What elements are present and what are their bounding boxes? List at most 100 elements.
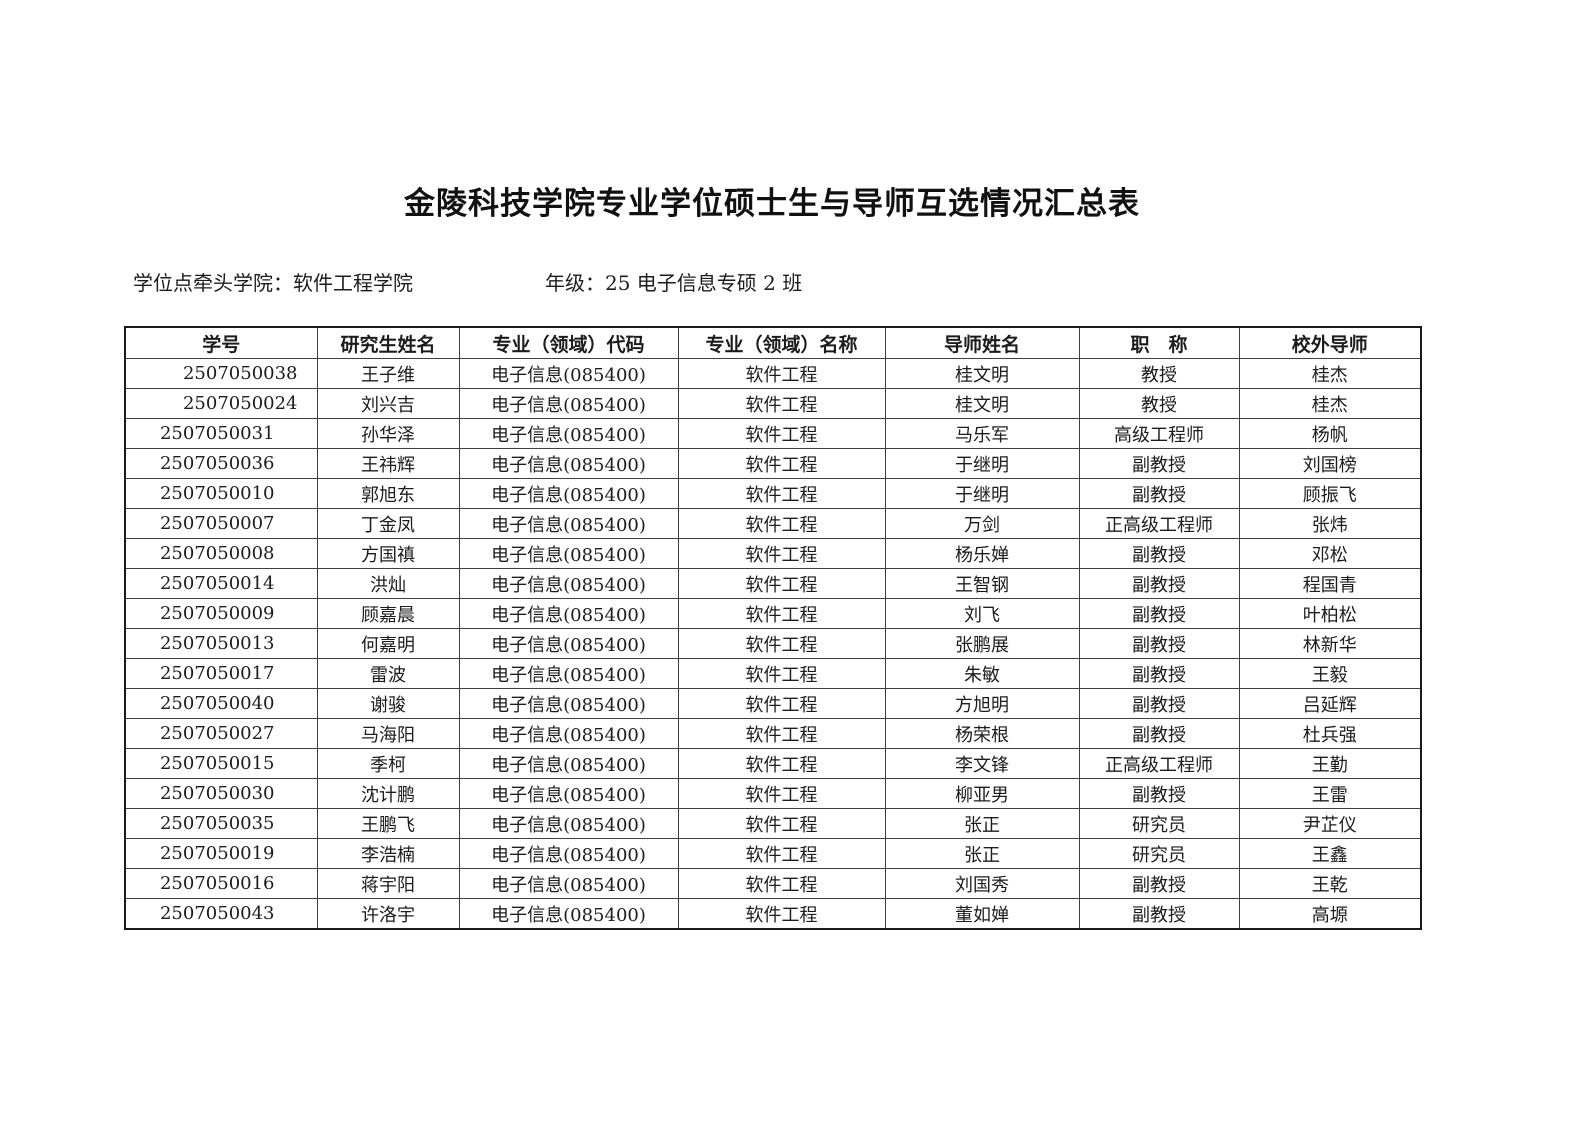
- student-name-cell: 刘兴吉: [316, 388, 460, 419]
- major-code-cell: 电子信息(085400): [458, 568, 679, 599]
- supervisor-title-cell: 高级工程师: [1078, 418, 1240, 449]
- supervisor-title-cell: 副教授: [1078, 538, 1240, 569]
- major-code-cell: 电子信息(085400): [458, 388, 679, 419]
- external-supervisor-cell: 邓松: [1238, 538, 1422, 569]
- lead-college-field: 学位点牵头学院：软件工程学院: [133, 271, 413, 295]
- external-supervisor-cell: 桂杰: [1238, 388, 1422, 419]
- external-supervisor-cell: 吕延辉: [1238, 688, 1422, 719]
- supervisor-title-cell: 副教授: [1078, 658, 1240, 689]
- major-name-cell: 软件工程: [677, 508, 886, 539]
- external-supervisor-cell: 刘国榜: [1238, 448, 1422, 479]
- supervisor-name-cell: 柳亚男: [884, 778, 1080, 809]
- table-row: 2507050038 王子维 电子信息(085400) 软件工程 桂文明 教授 桂杰: [124, 358, 1422, 389]
- major-code-cell: 电子信息(085400): [458, 478, 679, 509]
- table-row: 2507050019 李浩楠 电子信息(085400) 软件工程 张正 研究员 王鑫: [124, 838, 1422, 869]
- student-id-cell: 2507050013: [124, 628, 318, 659]
- column-header-supervisor-name: 导师姓名: [884, 326, 1080, 359]
- student-name-cell: 何嘉明: [316, 628, 460, 659]
- major-code-cell: 电子信息(085400): [458, 448, 679, 479]
- major-code-cell: 电子信息(085400): [458, 778, 679, 809]
- student-id-cell: 2507050036: [124, 448, 318, 479]
- major-name-cell: 软件工程: [677, 778, 886, 809]
- student-name-cell: 沈计鹏: [316, 778, 460, 809]
- student-name-cell: 王鹏飞: [316, 808, 460, 839]
- table-row: 2507050016 蒋宇阳 电子信息(085400) 软件工程 刘国秀 副教授 王乾: [124, 868, 1422, 899]
- student-name-cell: 许洛宇: [316, 898, 460, 930]
- student-id-cell: 2507050016: [124, 868, 318, 899]
- page-title: 金陵科技学院专业学位硕士生与导师互选情况汇总表: [404, 186, 1140, 222]
- table-row: 2507050009 顾嘉晨 电子信息(085400) 软件工程 刘飞 副教授 叶柏松: [124, 598, 1422, 629]
- supervisor-name-cell: 刘飞: [884, 598, 1080, 629]
- external-supervisor-cell: 程国青: [1238, 568, 1422, 599]
- student-id-cell: 2507050014: [124, 568, 318, 599]
- major-name-cell: 软件工程: [677, 688, 886, 719]
- roster-table-header: 学号 研究生姓名 专业（领域）代码 专业（领域）名称 导师姓名职 称校外导师: [124, 326, 1422, 359]
- student-name-cell: 洪灿: [316, 568, 460, 599]
- supervisor-name-cell: 王智钢: [884, 568, 1080, 599]
- student-name-cell: 谢骏: [316, 688, 460, 719]
- major-name-cell: 软件工程: [677, 658, 886, 689]
- major-name-cell: 软件工程: [677, 898, 886, 930]
- major-name-cell: 软件工程: [677, 628, 886, 659]
- major-code-cell: 电子信息(085400): [458, 538, 679, 569]
- supervisor-name-cell: 方旭明: [884, 688, 1080, 719]
- external-supervisor-cell: 王雷: [1238, 778, 1422, 809]
- student-id-cell: 2507050010: [124, 478, 318, 509]
- meta-line: 学位点牵头学院：软件工程学院 年级：25 电子信息专硕 2 班: [124, 267, 1420, 295]
- supervisor-name-cell: 张鹏展: [884, 628, 1080, 659]
- supervisor-name-cell: 万剑: [884, 508, 1080, 539]
- supervisor-title-cell: 副教授: [1078, 688, 1240, 719]
- external-supervisor-cell: 王鑫: [1238, 838, 1422, 869]
- external-supervisor-cell: 王勤: [1238, 748, 1422, 779]
- header-row: 学号 研究生姓名 专业（领域）代码 专业（领域）名称 导师姓名职 称校外导师: [124, 326, 1422, 359]
- major-name-cell: 软件工程: [677, 598, 886, 629]
- supervisor-name-cell: 桂文明: [884, 358, 1080, 389]
- major-name-cell: 软件工程: [677, 868, 886, 899]
- column-header-student-name: 研究生姓名: [316, 326, 460, 359]
- supervisor-title-cell: 副教授: [1078, 718, 1240, 749]
- major-code-cell: 电子信息(085400): [458, 718, 679, 749]
- supervisor-title-cell: 副教授: [1078, 628, 1240, 659]
- major-name-cell: 软件工程: [677, 538, 886, 569]
- student-name-cell: 王子维: [316, 358, 460, 389]
- student-name-cell: 孙华泽: [316, 418, 460, 449]
- student-id-cell: 2507050043: [124, 898, 318, 930]
- student-name-cell: 丁金凤: [316, 508, 460, 539]
- table-row: 2507050031 孙华泽 电子信息(085400) 软件工程 马乐军 高级工程师 杨帆: [124, 418, 1422, 449]
- major-name-cell: 软件工程: [677, 478, 886, 509]
- external-supervisor-cell: 杜兵强: [1238, 718, 1422, 749]
- major-code-cell: 电子信息(085400): [458, 628, 679, 659]
- supervisor-title-cell: 正高级工程师: [1078, 508, 1240, 539]
- table-row: 2507050007 丁金凤 电子信息(085400) 软件工程 万剑 正高级工程师 张炜: [124, 508, 1422, 539]
- supervisor-title-cell: 副教授: [1078, 598, 1240, 629]
- major-code-cell: 电子信息(085400): [458, 838, 679, 869]
- table-row: 2507050017 雷波 电子信息(085400) 软件工程 朱敏 副教授 王毅: [124, 658, 1422, 689]
- student-name-cell: 方国禛: [316, 538, 460, 569]
- roster-table-body: 2507050038 王子维 电子信息(085400) 软件工程 桂文明 教授 桂杰 2507…: [124, 358, 1422, 930]
- supervisor-name-cell: 张正: [884, 838, 1080, 869]
- external-supervisor-cell: 高塬: [1238, 898, 1422, 930]
- major-code-cell: 电子信息(085400): [458, 808, 679, 839]
- document-page: 金陵科技学院专业学位硕士生与导师互选情况汇总表 学位点牵头学院：软件工程学院 年…: [124, 0, 1422, 930]
- major-code-cell: 电子信息(085400): [458, 358, 679, 389]
- table-row: 2507050008 方国禛 电子信息(085400) 软件工程 杨乐婵 副教授 邓松: [124, 538, 1422, 569]
- table-row: 2507050024 刘兴吉 电子信息(085400) 软件工程 桂文明 教授 桂杰: [124, 388, 1422, 419]
- column-header-major-name: 专业（领域）名称: [677, 326, 886, 359]
- supervisor-title-cell: 教授: [1078, 358, 1240, 389]
- student-name-cell: 雷波: [316, 658, 460, 689]
- student-name-cell: 郭旭东: [316, 478, 460, 509]
- supervisor-title-cell: 副教授: [1078, 478, 1240, 509]
- supervisor-title-cell: 研究员: [1078, 838, 1240, 869]
- major-name-cell: 软件工程: [677, 418, 886, 449]
- external-supervisor-cell: 王毅: [1238, 658, 1422, 689]
- student-name-cell: 王祎辉: [316, 448, 460, 479]
- major-code-cell: 电子信息(085400): [458, 658, 679, 689]
- external-supervisor-cell: 王乾: [1238, 868, 1422, 899]
- external-supervisor-cell: 叶柏松: [1238, 598, 1422, 629]
- student-id-cell: 2507050030: [124, 778, 318, 809]
- student-name-cell: 顾嘉晨: [316, 598, 460, 629]
- major-code-cell: 电子信息(085400): [458, 598, 679, 629]
- column-header-major-code: 专业（领域）代码: [458, 326, 679, 359]
- student-name-cell: 蒋宇阳: [316, 868, 460, 899]
- student-name-cell: 李浩楠: [316, 838, 460, 869]
